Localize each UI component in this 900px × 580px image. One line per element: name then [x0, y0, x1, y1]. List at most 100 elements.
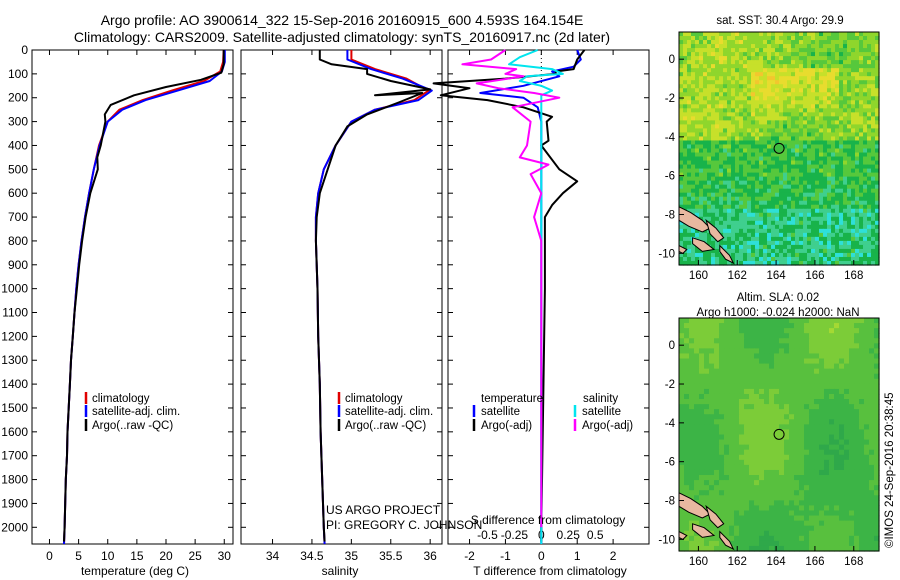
map-cell [771, 220, 776, 226]
map-cell [871, 252, 876, 258]
map-cell [831, 56, 836, 61]
map-cell [687, 152, 692, 158]
map-cell [735, 172, 740, 178]
map-cell [769, 338, 775, 344]
map-cell [827, 180, 832, 186]
map-cell [755, 248, 760, 254]
map-cell [874, 419, 880, 425]
map-cell [743, 40, 748, 45]
map-cell [794, 353, 800, 360]
map-cell [867, 116, 872, 121]
map-cell [835, 88, 840, 93]
map-cell [749, 525, 755, 532]
map-cell [809, 368, 815, 375]
map-cell [687, 60, 692, 65]
map-cell [835, 84, 840, 89]
map-cell [687, 176, 692, 182]
map-cell [703, 208, 708, 214]
map-cell [854, 353, 860, 360]
map-cell [695, 180, 700, 186]
map-cell [809, 535, 815, 542]
map-cell [854, 485, 860, 491]
map-cell [723, 64, 728, 69]
map-cell [687, 180, 692, 186]
map-cell [819, 323, 825, 329]
map-cell [815, 152, 820, 158]
map-cell [774, 530, 780, 537]
map-cell [809, 439, 815, 446]
map-cell [704, 393, 710, 400]
map-cell [687, 248, 692, 254]
map-cell [719, 404, 725, 410]
map-cell [844, 419, 850, 425]
map-cell [871, 56, 876, 61]
map-cell [687, 132, 692, 138]
map-cell [689, 449, 695, 456]
map-cell [779, 132, 784, 138]
map-cell [763, 156, 768, 162]
map-cell [854, 469, 860, 476]
map-cell [789, 338, 795, 344]
map-cell [859, 208, 864, 214]
map-cell [704, 540, 710, 547]
map-cell [679, 515, 685, 522]
series-line-climatology [314, 50, 430, 545]
map-cell [724, 505, 730, 512]
map-cell [759, 444, 765, 451]
map-cell [815, 44, 820, 49]
map-cell [679, 112, 684, 117]
map-cell [799, 434, 805, 441]
map-cell [875, 68, 880, 73]
map-cell [699, 56, 704, 61]
map-cell [759, 40, 764, 45]
map-cell [759, 88, 764, 93]
map-cell [687, 160, 692, 166]
map-cell [779, 318, 785, 324]
map-cell [843, 256, 848, 262]
map-cell [809, 490, 815, 496]
map-cell [723, 196, 728, 202]
map-cell [783, 124, 788, 130]
map-cell [847, 44, 852, 49]
map-cell [779, 104, 784, 109]
map-cell [759, 260, 764, 266]
map-cell [839, 200, 844, 206]
map-cell [819, 348, 825, 355]
map-cell [791, 160, 796, 166]
map-cell [849, 383, 855, 390]
map-cell [839, 208, 844, 214]
map-cell [863, 88, 868, 93]
map-cell [719, 192, 724, 198]
map-cell [803, 204, 808, 210]
map-cell [843, 104, 848, 109]
map-cell [849, 363, 855, 370]
map-cell [689, 358, 695, 365]
series-line-argoadj [461, 49, 561, 528]
map-cell [783, 228, 788, 234]
map-cell [714, 333, 720, 339]
map-cell [694, 469, 700, 476]
map-cell [755, 136, 760, 142]
map-cell [755, 168, 760, 174]
map-cell [679, 132, 684, 138]
map-cell [835, 212, 840, 218]
map-cell [871, 40, 876, 45]
map-cell [794, 419, 800, 425]
map-cell [864, 530, 870, 537]
map-cell [749, 353, 755, 360]
map-cell [779, 434, 785, 441]
map-cell [689, 318, 695, 324]
map-cell [719, 224, 724, 230]
map-cell [829, 439, 835, 446]
map-cell [864, 409, 870, 415]
map-cell [769, 323, 775, 329]
map-cell [804, 378, 810, 385]
map-cell [815, 80, 820, 85]
map-cell [759, 378, 765, 385]
map-cell [814, 368, 820, 375]
map-cell [869, 525, 875, 532]
map-cell [759, 480, 765, 486]
map-cell [874, 530, 880, 537]
map-cell [731, 40, 736, 45]
map-cell [689, 439, 695, 446]
